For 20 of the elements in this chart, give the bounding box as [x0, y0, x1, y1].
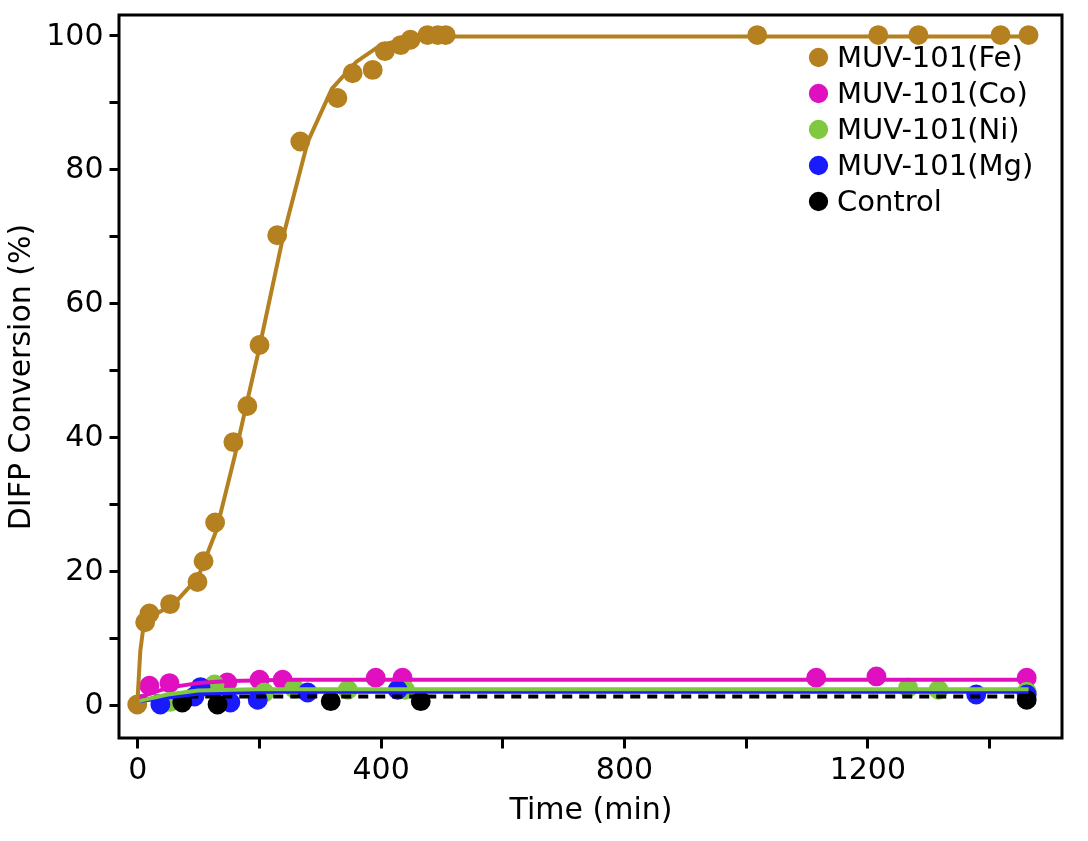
point: [362, 59, 383, 80]
x-axis-title: Time (min): [508, 790, 673, 826]
legend-label: MUV-101(Ni): [837, 111, 1020, 146]
x-tick-label: 0: [128, 750, 148, 786]
point: [207, 694, 228, 715]
y-tick-label: 20: [65, 552, 104, 588]
x-tick-label: 800: [595, 750, 654, 786]
point: [327, 88, 348, 108]
legend-label: MUV-101(Fe): [837, 39, 1023, 74]
y-tick-label: 0: [84, 686, 104, 722]
y-axis-title: DIFP Conversion (%): [2, 223, 38, 531]
y-tick-label: 60: [65, 284, 104, 320]
y-tick-label: 100: [46, 16, 104, 52]
legend-label: Control: [837, 183, 942, 218]
x-tick-label: 400: [352, 750, 410, 786]
legend-label: MUV-101(Mg): [837, 147, 1034, 182]
y-tick-label: 40: [65, 418, 104, 454]
y-tick-label: 80: [65, 150, 104, 186]
x-tick-label: 1200: [829, 750, 906, 786]
legend-label: MUV-101(Co): [837, 75, 1028, 110]
